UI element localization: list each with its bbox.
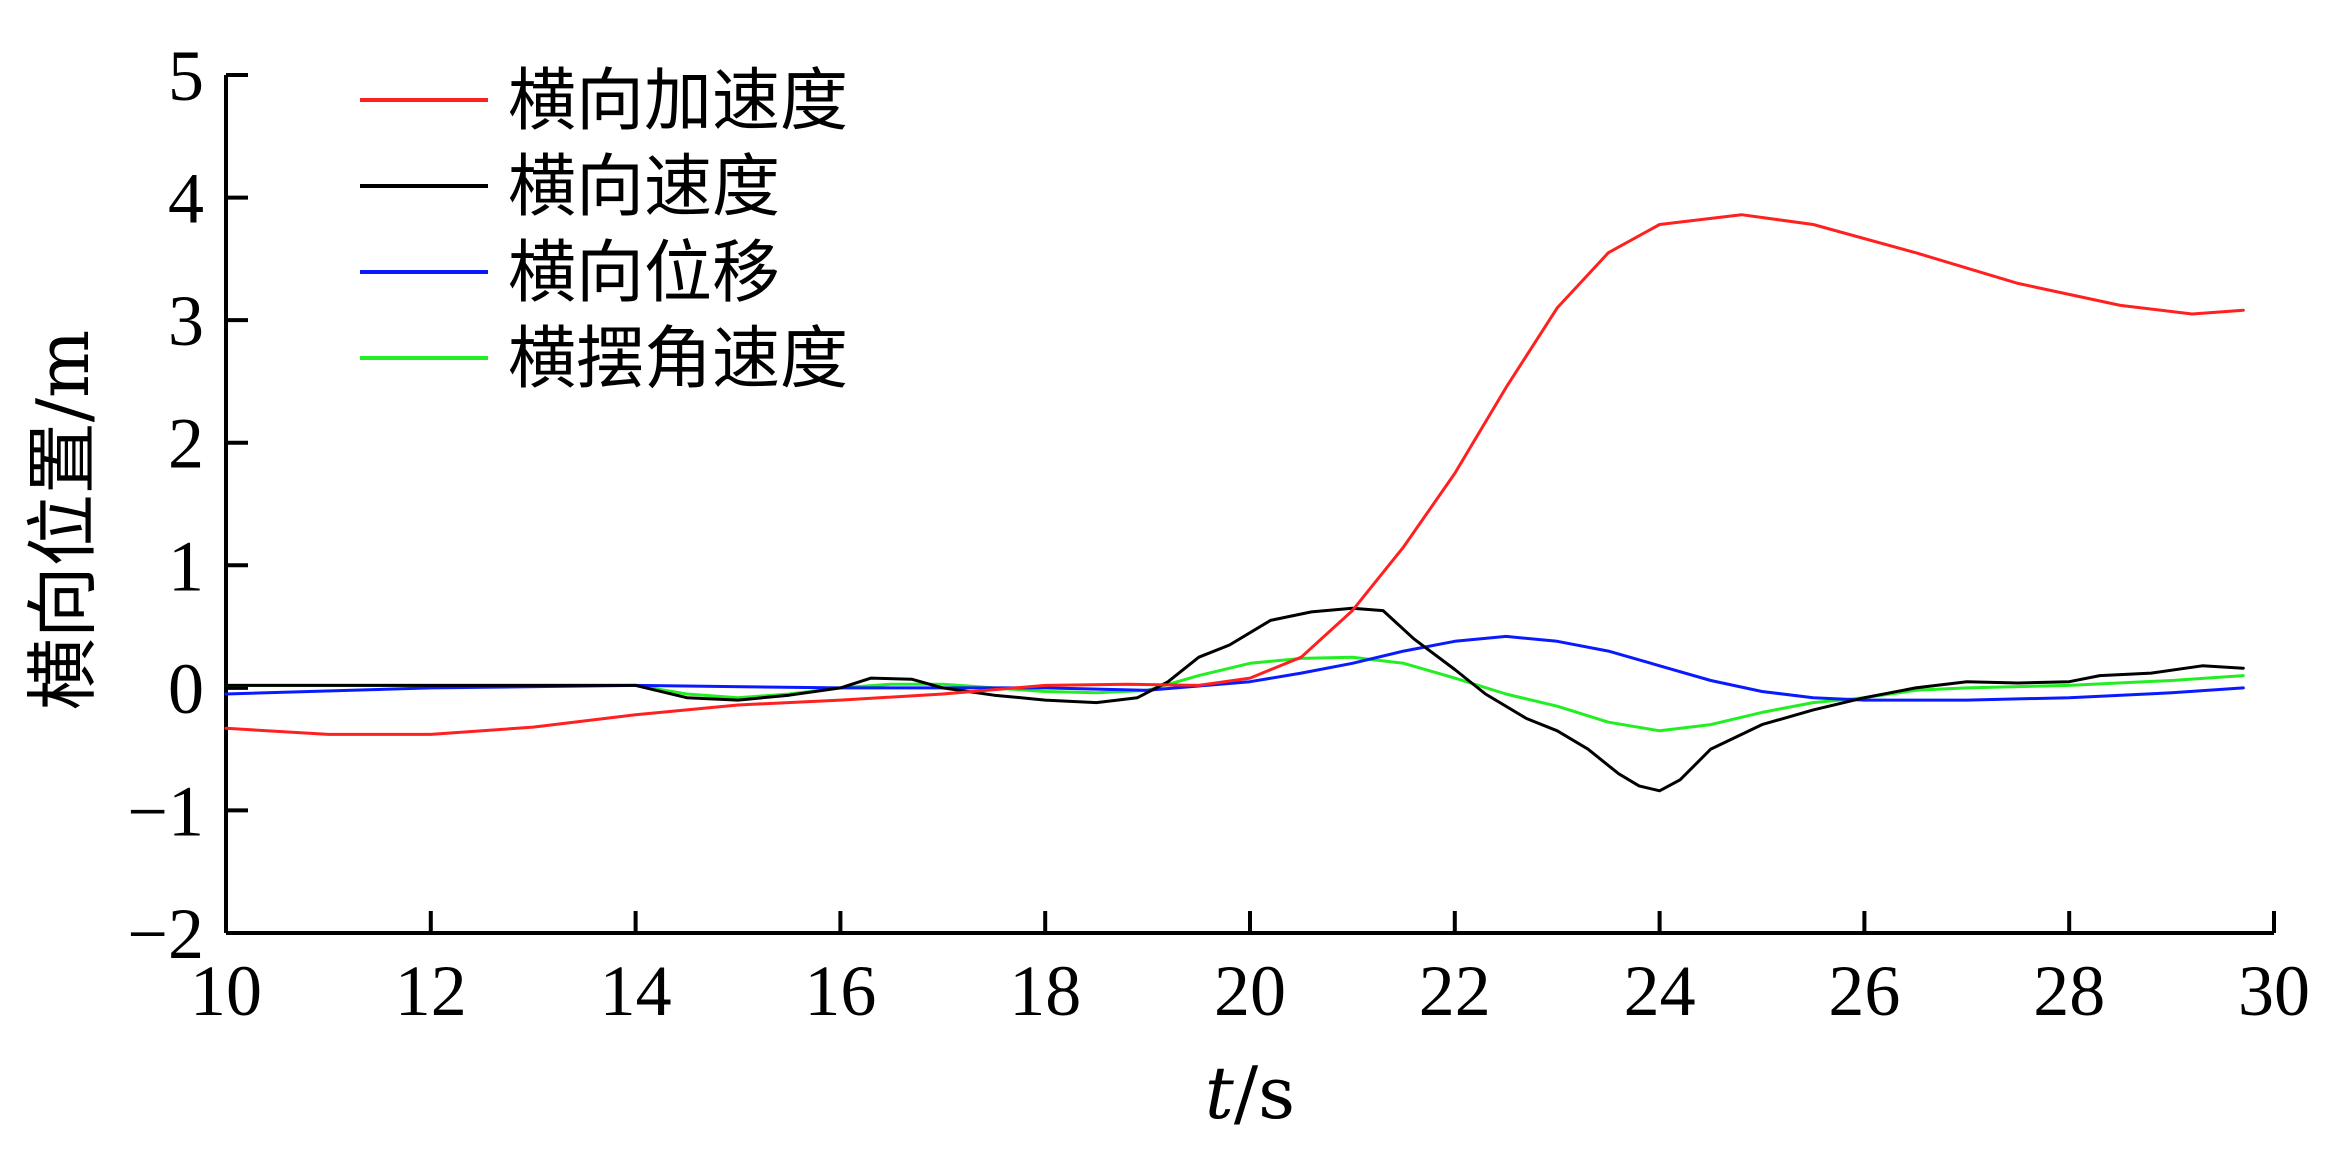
x-tick-label: 30 [2238, 951, 2310, 1031]
y-tick-label: 1 [168, 526, 204, 606]
x-tick-label: 12 [395, 951, 467, 1031]
x-tick-label: 22 [1419, 951, 1491, 1031]
series-line-3 [224, 655, 2245, 733]
x-tick-label: 10 [190, 951, 262, 1031]
y-ticks: −2 −1 0 1 2 3 4 5 [127, 36, 248, 974]
y-tick-label: −1 [127, 771, 204, 851]
x-tick-label: 16 [804, 951, 876, 1031]
y-tick-label: 5 [168, 36, 204, 116]
series-line-2 [224, 634, 2245, 702]
x-tick-label: 20 [1214, 951, 1286, 1031]
x-axis-title: t/s [1205, 1051, 1295, 1135]
x-axis-title-variable: t [1205, 1051, 1235, 1135]
x-tick-label: 18 [1009, 951, 1081, 1031]
x-tick-label: 28 [2033, 951, 2105, 1031]
y-tick-label: 0 [168, 649, 204, 729]
legend-label: 横向加速度 [508, 62, 848, 141]
legend-label: 横向速度 [508, 148, 780, 227]
series-line-1 [224, 606, 2245, 793]
series-layer [224, 213, 2245, 793]
x-ticks: 10 12 14 16 18 20 22 24 26 28 30 [190, 911, 2310, 1031]
legend-label: 横向位移 [508, 234, 780, 313]
x-tick-label: 14 [600, 951, 672, 1031]
x-tick-label: 24 [1624, 951, 1696, 1031]
x-tick-label: 26 [1828, 951, 1900, 1031]
y-tick-label: 3 [168, 281, 204, 361]
y-tick-label: −2 [127, 894, 204, 974]
series-line-0 [224, 213, 2245, 736]
legend-label: 横摆角速度 [508, 320, 848, 399]
y-tick-label: 4 [168, 159, 204, 239]
x-axis-title-unit: /s [1234, 1051, 1295, 1135]
y-tick-label: 2 [168, 404, 204, 484]
y-axis-title: 横向位置/m [21, 330, 105, 711]
